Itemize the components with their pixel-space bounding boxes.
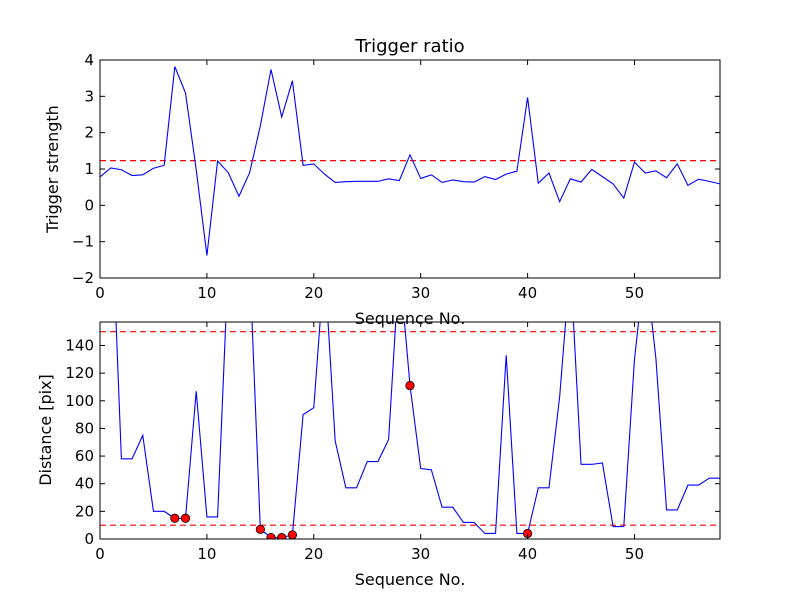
x-tick-label: 20 bbox=[304, 284, 323, 302]
data-point bbox=[170, 513, 180, 523]
y-tick-label: 100 bbox=[65, 392, 94, 410]
y-tick-label: 4 bbox=[84, 51, 94, 69]
y-tick-label: 3 bbox=[84, 87, 94, 105]
x-tick-label: 40 bbox=[518, 284, 537, 302]
y-tick-label: 1 bbox=[84, 160, 94, 178]
y-tick-label: −2 bbox=[72, 269, 94, 287]
chart-title: Trigger ratio bbox=[354, 36, 464, 57]
data-point bbox=[277, 533, 287, 539]
x-tick-label: 30 bbox=[411, 284, 430, 302]
data-point bbox=[255, 524, 265, 534]
data-point bbox=[266, 533, 276, 539]
distance-chart: 0 10 20 30 40 50 0 20 40 60 80 100 120 140 Sequence N… bbox=[36, 321, 721, 589]
y-tick-label: 60 bbox=[75, 447, 94, 465]
plot-frame bbox=[99, 59, 721, 279]
x-axis-label: Sequence No. bbox=[355, 570, 466, 589]
y-tick-label: 80 bbox=[75, 419, 94, 437]
data-point bbox=[405, 380, 415, 391]
x-tick-label: 40 bbox=[518, 545, 537, 563]
y-tick-label: −1 bbox=[72, 233, 94, 251]
trigger-ratio-chart: Trigger ratio 0 10 20 30 40 50 −2 −1 0 1 2 3 4 Seque… bbox=[43, 36, 721, 328]
series-line-0 bbox=[100, 66, 720, 256]
y-axis-label: Trigger strength bbox=[43, 105, 62, 234]
x-tick-label: 50 bbox=[625, 545, 644, 563]
y-tick-label: 40 bbox=[75, 475, 94, 493]
x-tick-label: 50 bbox=[625, 284, 644, 302]
y-tick-label: 0 bbox=[84, 196, 94, 214]
plot-frame bbox=[99, 321, 721, 540]
x-tick-label: 30 bbox=[411, 545, 430, 563]
x-tick-label: 10 bbox=[197, 284, 216, 302]
x-tick-label: 10 bbox=[197, 545, 216, 563]
y-axis-label: Distance [pix] bbox=[36, 374, 55, 486]
series-line-0 bbox=[115, 322, 720, 539]
y-tick-label: 20 bbox=[75, 502, 94, 520]
data-point bbox=[180, 513, 191, 523]
y-tick-label: 120 bbox=[65, 364, 94, 382]
data-point bbox=[287, 530, 298, 539]
x-axis-label: Sequence No. bbox=[355, 309, 466, 328]
x-tick-label: 0 bbox=[95, 545, 105, 563]
y-tick-label: 0 bbox=[84, 530, 94, 548]
y-tick-label: 2 bbox=[84, 124, 94, 142]
x-tick-label: 20 bbox=[304, 545, 323, 563]
x-tick-label: 0 bbox=[95, 284, 105, 302]
y-tick-label: 140 bbox=[65, 336, 94, 354]
